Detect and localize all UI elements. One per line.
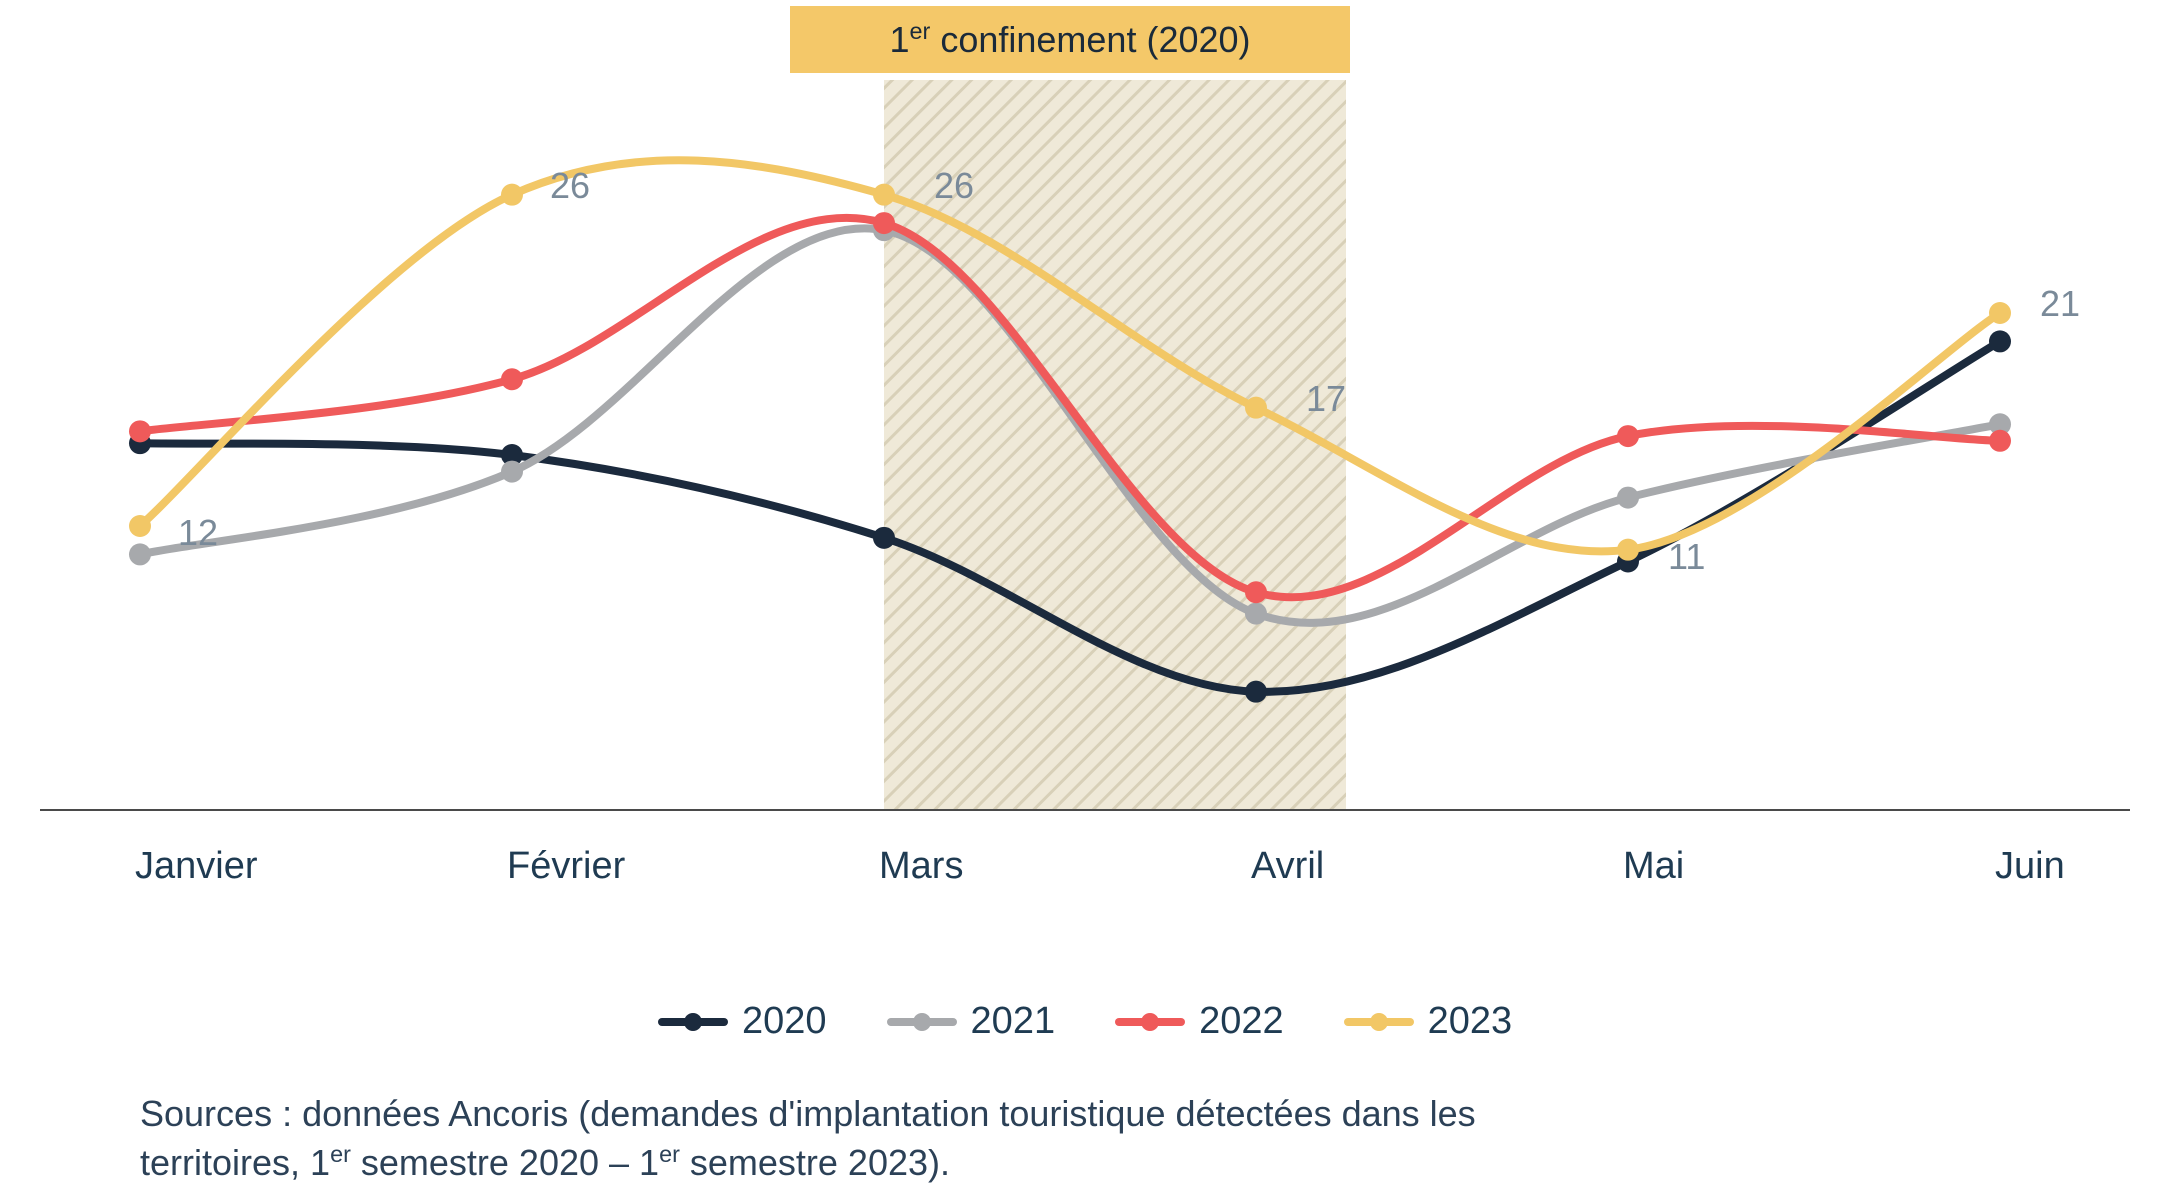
sources-l2a: territoires, 1 <box>140 1142 330 1183</box>
series-marker-2022-5 <box>1989 430 2011 452</box>
legend-label: 2023 <box>1428 1000 1513 1043</box>
sources-text: Sources : données Ancoris (demandes d'im… <box>140 1090 1476 1187</box>
data-label: 12 <box>178 512 218 554</box>
x-axis-label: Mai <box>1623 845 1684 888</box>
data-label: 17 <box>1306 378 1346 420</box>
series-marker-2022-4 <box>1617 425 1639 447</box>
legend-swatch <box>658 1018 728 1026</box>
legend-item-2022: 2022 <box>1115 1000 1284 1043</box>
series-marker-2022-1 <box>501 368 523 390</box>
legend-swatch <box>887 1018 957 1026</box>
legend-item-2020: 2020 <box>658 1000 827 1043</box>
x-axis-label: Juin <box>1995 845 2065 888</box>
chart-container: JanvierFévrierMarsAvrilMaiJuin1226261711… <box>0 0 2171 1195</box>
series-marker-2022-0 <box>129 420 151 442</box>
legend-swatch <box>1115 1018 1185 1026</box>
series-marker-2023-3 <box>1245 397 1267 419</box>
series-marker-2023-5 <box>1989 302 2011 324</box>
series-marker-2021-4 <box>1617 487 1639 509</box>
data-label: 26 <box>934 165 974 207</box>
series-marker-2023-0 <box>129 515 151 537</box>
series-marker-2023-1 <box>501 184 523 206</box>
legend-label: 2022 <box>1199 1000 1284 1043</box>
sources-l1: Sources : données Ancoris (demandes d'im… <box>140 1093 1476 1134</box>
legend-label: 2020 <box>742 1000 827 1043</box>
sources-l2b: semestre 2020 – 1 <box>351 1142 659 1183</box>
series-marker-2020-3 <box>1245 681 1267 703</box>
callout-sup: er <box>910 18 931 44</box>
x-axis-label: Mars <box>879 845 963 888</box>
sources-l2c: semestre 2023). <box>680 1142 950 1183</box>
x-axis-label: Février <box>507 845 625 888</box>
sources-sup2: er <box>659 1141 680 1167</box>
legend: 2020 2021 2022 2023 <box>658 1000 1512 1043</box>
x-axis-label: Janvier <box>135 845 258 888</box>
series-marker-2023-4 <box>1617 539 1639 561</box>
callout-post: confinement (2020) <box>930 19 1250 60</box>
data-label: 21 <box>2040 283 2080 325</box>
legend-swatch <box>1344 1018 1414 1026</box>
legend-item-2021: 2021 <box>887 1000 1056 1043</box>
series-marker-2021-0 <box>129 543 151 565</box>
data-label: 26 <box>550 165 590 207</box>
x-axis-label: Avril <box>1251 845 1324 888</box>
series-marker-2022-3 <box>1245 581 1267 603</box>
series-marker-2023-2 <box>873 184 895 206</box>
series-marker-2020-5 <box>1989 330 2011 352</box>
legend-label: 2021 <box>971 1000 1056 1043</box>
series-marker-2021-1 <box>501 461 523 483</box>
callout-confinement: 1er confinement (2020) <box>790 6 1350 73</box>
data-label: 11 <box>1668 536 1705 578</box>
series-marker-2022-2 <box>873 212 895 234</box>
series-marker-2021-3 <box>1245 603 1267 625</box>
legend-item-2023: 2023 <box>1344 1000 1513 1043</box>
callout-pre: 1 <box>889 19 909 60</box>
series-marker-2020-2 <box>873 527 895 549</box>
sources-sup1: er <box>330 1141 351 1167</box>
